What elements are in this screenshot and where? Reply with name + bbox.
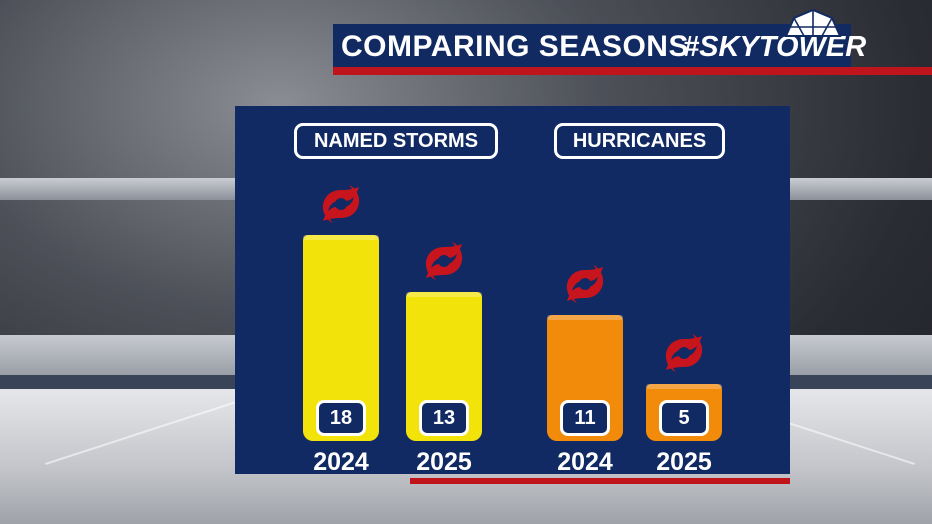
data-label: 11 <box>560 400 610 436</box>
hurricane-symbol-icon <box>665 334 703 372</box>
skytower-dome-icon <box>784 8 842 37</box>
header-accent-stripe <box>333 67 932 75</box>
category-label-named-storms: NAMED STORMS <box>294 123 498 159</box>
header-banner: COMPARING SEASONS #SKYTOWER <box>333 24 866 70</box>
x-tick-label: 2025 <box>416 448 472 476</box>
page-title: COMPARING SEASONS <box>341 30 689 63</box>
hurricane-symbol-icon <box>425 242 463 280</box>
panel-accent-stripe <box>410 478 790 484</box>
hurricane-symbol-icon <box>566 265 604 303</box>
bar-highlight <box>646 384 722 389</box>
bar-highlight <box>406 292 482 297</box>
x-tick-label: 2024 <box>313 448 369 476</box>
data-label: 18 <box>316 400 366 436</box>
bar-highlight <box>547 315 623 320</box>
data-label: 13 <box>419 400 469 436</box>
x-tick-label: 2025 <box>656 448 712 476</box>
bar-highlight <box>303 235 379 240</box>
x-tick-label: 2024 <box>557 448 613 476</box>
category-label-hurricanes: HURRICANES <box>554 123 725 159</box>
data-label: 5 <box>659 400 709 436</box>
hurricane-symbol-icon <box>322 185 360 223</box>
floor-line <box>45 395 255 465</box>
